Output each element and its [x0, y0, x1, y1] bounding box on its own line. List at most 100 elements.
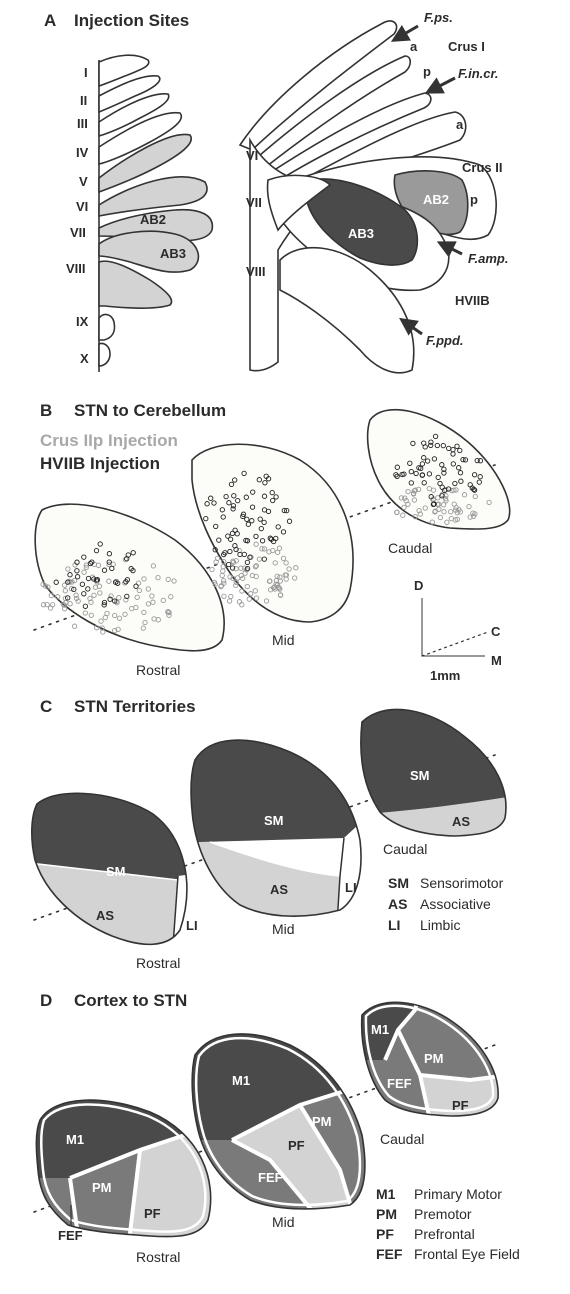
projection-dot: [471, 472, 478, 478]
projection-dot: [450, 446, 456, 453]
projection-dot: [234, 531, 240, 537]
projection-dot: [432, 509, 438, 515]
lobule-i: [98, 54, 150, 88]
lobule-label-4: IV: [76, 145, 89, 160]
projection-dot: [457, 447, 463, 454]
projection-dot: [68, 585, 75, 592]
crus-i-p-label: p: [423, 64, 431, 79]
projection-dot: [213, 523, 219, 530]
projection-dot: [243, 567, 250, 573]
legend-as-text: Associative: [420, 896, 491, 912]
projection-dot: [280, 555, 287, 562]
projection-dot: [213, 559, 219, 565]
projection-dot: [265, 508, 272, 515]
projection-dot: [71, 623, 78, 629]
legend-m1-abbr: M1: [376, 1186, 396, 1202]
fps-arrow: [390, 24, 419, 42]
projection-dot: [235, 497, 241, 504]
legend-sm-text: Sensorimotor: [420, 875, 504, 891]
panel-c-title: STN Territories: [74, 697, 196, 716]
projection-dot: [65, 566, 71, 572]
projection-dot: [230, 575, 236, 582]
projection-dot: [243, 494, 249, 500]
sm-label-mid: SM: [264, 813, 284, 828]
projection-dot: [216, 537, 222, 543]
territory-legend: SM Sensorimotor AS Associative LI Limbic: [388, 875, 504, 933]
projection-dot: [269, 489, 275, 496]
fef-label-rostral: FEF: [58, 1228, 83, 1243]
projection-dot: [422, 505, 428, 511]
axis-c-label: C: [491, 624, 501, 639]
projection-dot: [165, 608, 171, 615]
fef-label-mid: FEF: [258, 1170, 283, 1185]
projection-dot: [166, 609, 172, 616]
projection-dot: [244, 565, 251, 572]
projection-dot: [67, 601, 73, 607]
projection-dot: [266, 549, 272, 555]
rostral-label-d: Rostral: [136, 1249, 180, 1265]
projection-dot: [108, 593, 114, 599]
projection-dot: [440, 442, 446, 449]
projection-dot: [211, 579, 218, 585]
projection-dot: [253, 533, 259, 540]
projection-dot: [243, 537, 249, 544]
projection-dot: [454, 443, 460, 449]
projection-dot: [439, 462, 445, 468]
projection-dot: [133, 583, 139, 589]
projection-dot: [232, 477, 238, 483]
projection-dot: [440, 502, 447, 508]
lobule-label-1: I: [84, 65, 88, 80]
projection-dot: [267, 587, 274, 593]
projection-dot: [233, 582, 239, 588]
projection-dot: [228, 593, 234, 600]
projection-dot: [244, 559, 251, 566]
projection-dot: [270, 497, 276, 504]
projection-dot: [227, 574, 233, 580]
stn-mid-c: [190, 739, 362, 917]
panel-c: C STN Territories: [31, 697, 507, 971]
projection-dot: [87, 560, 94, 567]
right-viii-label: VIII: [246, 264, 266, 279]
projection-dot: [426, 471, 433, 477]
projection-dot: [257, 516, 263, 522]
right-vi-label: VI: [246, 148, 258, 163]
projection-dot: [256, 556, 263, 562]
projection-dot: [145, 601, 152, 607]
lobule-ii: [98, 75, 161, 114]
stn-caudal-c: [360, 708, 507, 837]
projection-dot: [49, 602, 56, 608]
pf-region-mid: [232, 1105, 355, 1209]
projection-dot: [424, 458, 431, 464]
projection-dot: [218, 583, 224, 590]
projection-dot: [445, 486, 452, 492]
lobule-x: [98, 342, 111, 367]
projection-dot: [100, 629, 106, 635]
projection-dot: [247, 554, 253, 560]
lobule-v: [98, 133, 193, 194]
projection-dot: [230, 503, 237, 509]
projection-dot: [472, 511, 478, 517]
projection-dot: [221, 593, 227, 599]
axis-c: [421, 631, 489, 657]
fppd-label: F.ppd.: [426, 333, 464, 348]
projection-dot: [477, 474, 483, 480]
projection-dot: [276, 545, 283, 551]
projection-dot: [106, 559, 112, 565]
projection-dot: [283, 576, 289, 582]
legend-pf-text: Prefrontal: [414, 1226, 475, 1242]
projection-dot: [129, 605, 135, 612]
projection-dot: [429, 519, 435, 525]
projection-dot: [98, 618, 104, 624]
projection-dot: [277, 574, 283, 580]
lobule-label-7: VII: [70, 225, 86, 240]
projection-dot: [441, 470, 447, 476]
legend-fef-text: Frontal Eye Field: [414, 1246, 520, 1262]
projection-dot: [263, 598, 270, 604]
projection-dot: [81, 591, 87, 597]
projection-dot: [225, 533, 231, 539]
projection-dot: [226, 500, 232, 506]
projection-dot: [93, 547, 100, 554]
projection-dot: [88, 599, 94, 605]
projection-dot: [97, 590, 103, 596]
